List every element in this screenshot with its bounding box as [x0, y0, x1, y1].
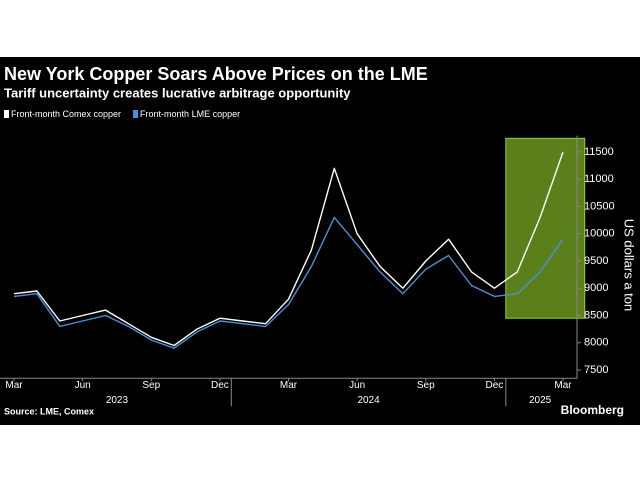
legend-swatch: [133, 110, 139, 118]
y-tick-label: 9500: [584, 255, 608, 267]
year-label: 2024: [357, 395, 380, 406]
legend-label: Front-month Comex copper: [11, 109, 121, 119]
chart-subtitle: Tariff uncertainty creates lucrative arb…: [4, 85, 351, 100]
x-tick-label: Dec: [485, 380, 503, 391]
x-tick-label: Sep: [142, 380, 160, 391]
year-label: 2023: [106, 395, 129, 406]
y-tick-label: 8000: [584, 337, 608, 349]
x-tick-label: Mar: [280, 380, 298, 391]
series-line: [13, 216, 564, 349]
legend-swatch: [4, 110, 9, 118]
x-tick-label: Mar: [5, 380, 23, 391]
y-tick-label: 9000: [584, 282, 608, 294]
y-tick-label: 10000: [584, 228, 615, 240]
highlight-box: [505, 137, 586, 319]
x-tick-label: Sep: [417, 380, 435, 391]
x-tick-label: Mar: [554, 380, 572, 391]
x-tick-label: Jun: [75, 380, 91, 391]
y-tick-label: 10500: [584, 200, 615, 212]
series-line: [13, 151, 564, 347]
x-tick-label: Dec: [211, 380, 229, 391]
legend-label: Front-month LME copper: [140, 109, 240, 119]
y-tick-label: 7500: [584, 364, 608, 376]
y-tick-label: 8500: [584, 309, 608, 321]
x-tick-label: Jun: [349, 380, 365, 391]
chart-title: New York Copper Soars Above Prices on th…: [4, 64, 428, 84]
y-axis-label: US dollars a ton: [622, 219, 637, 312]
y-tick-label: 11500: [584, 146, 614, 158]
source: Source: LME, Comex: [4, 406, 94, 416]
brand: Bloomberg: [561, 403, 624, 417]
year-label: 2025: [529, 395, 552, 406]
y-tick-label: 11000: [584, 173, 614, 185]
